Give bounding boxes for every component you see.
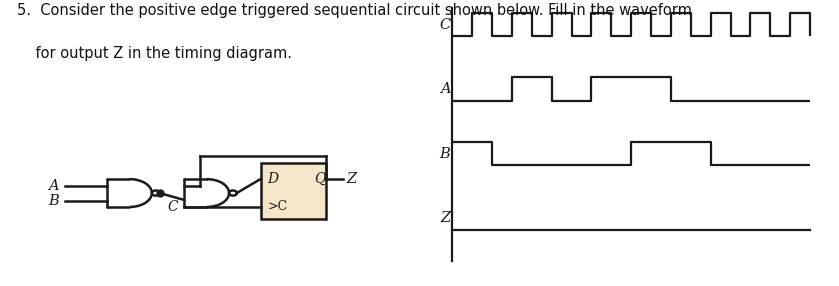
Text: Z: Z <box>347 172 357 186</box>
Text: A: A <box>48 178 59 192</box>
Text: A: A <box>440 82 451 96</box>
Text: C: C <box>439 17 451 31</box>
Text: B: B <box>440 146 451 160</box>
Text: D: D <box>268 172 279 186</box>
Text: C: C <box>167 200 178 214</box>
Text: 5.  Consider the positive edge triggered sequential circuit shown below. Fill in: 5. Consider the positive edge triggered … <box>17 3 691 18</box>
Text: Q: Q <box>315 172 326 186</box>
Text: Z: Z <box>440 211 451 225</box>
Bar <box>261 163 326 219</box>
Text: >C: >C <box>268 200 288 213</box>
Text: for output Z in the timing diagram.: for output Z in the timing diagram. <box>17 46 292 61</box>
Text: B: B <box>48 194 59 208</box>
